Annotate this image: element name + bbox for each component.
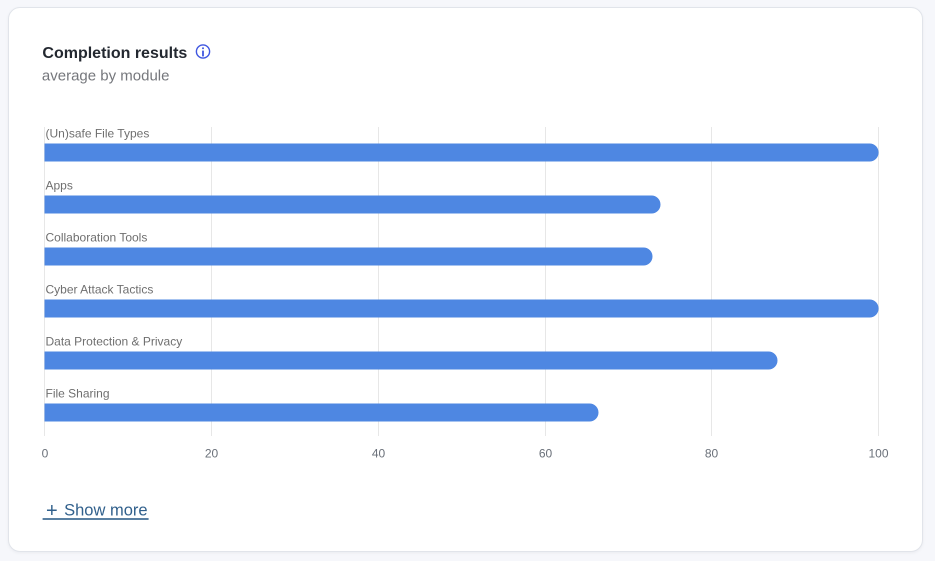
svg-text:average by module: average by module [42, 68, 170, 85]
svg-text:Collaboration Tools: Collaboration Tools [46, 231, 148, 245]
svg-text:Cyber Attack Tactics: Cyber Attack Tactics [46, 283, 154, 297]
svg-text:+: + [46, 500, 58, 522]
svg-text:80: 80 [705, 447, 719, 461]
svg-text:Show more: Show more [64, 502, 147, 520]
svg-text:20: 20 [205, 447, 219, 461]
svg-text:40: 40 [372, 447, 386, 461]
svg-text:Data Protection & Privacy: Data Protection & Privacy [46, 335, 183, 349]
svg-text:100: 100 [868, 447, 888, 461]
svg-text:Completion results: Completion results [42, 45, 187, 62]
svg-text:File Sharing: File Sharing [46, 387, 110, 401]
svg-text:60: 60 [539, 447, 553, 461]
svg-text:Apps: Apps [46, 179, 73, 193]
svg-text:(Un)safe File Types: (Un)safe File Types [46, 127, 150, 141]
svg-text:0: 0 [42, 447, 49, 461]
